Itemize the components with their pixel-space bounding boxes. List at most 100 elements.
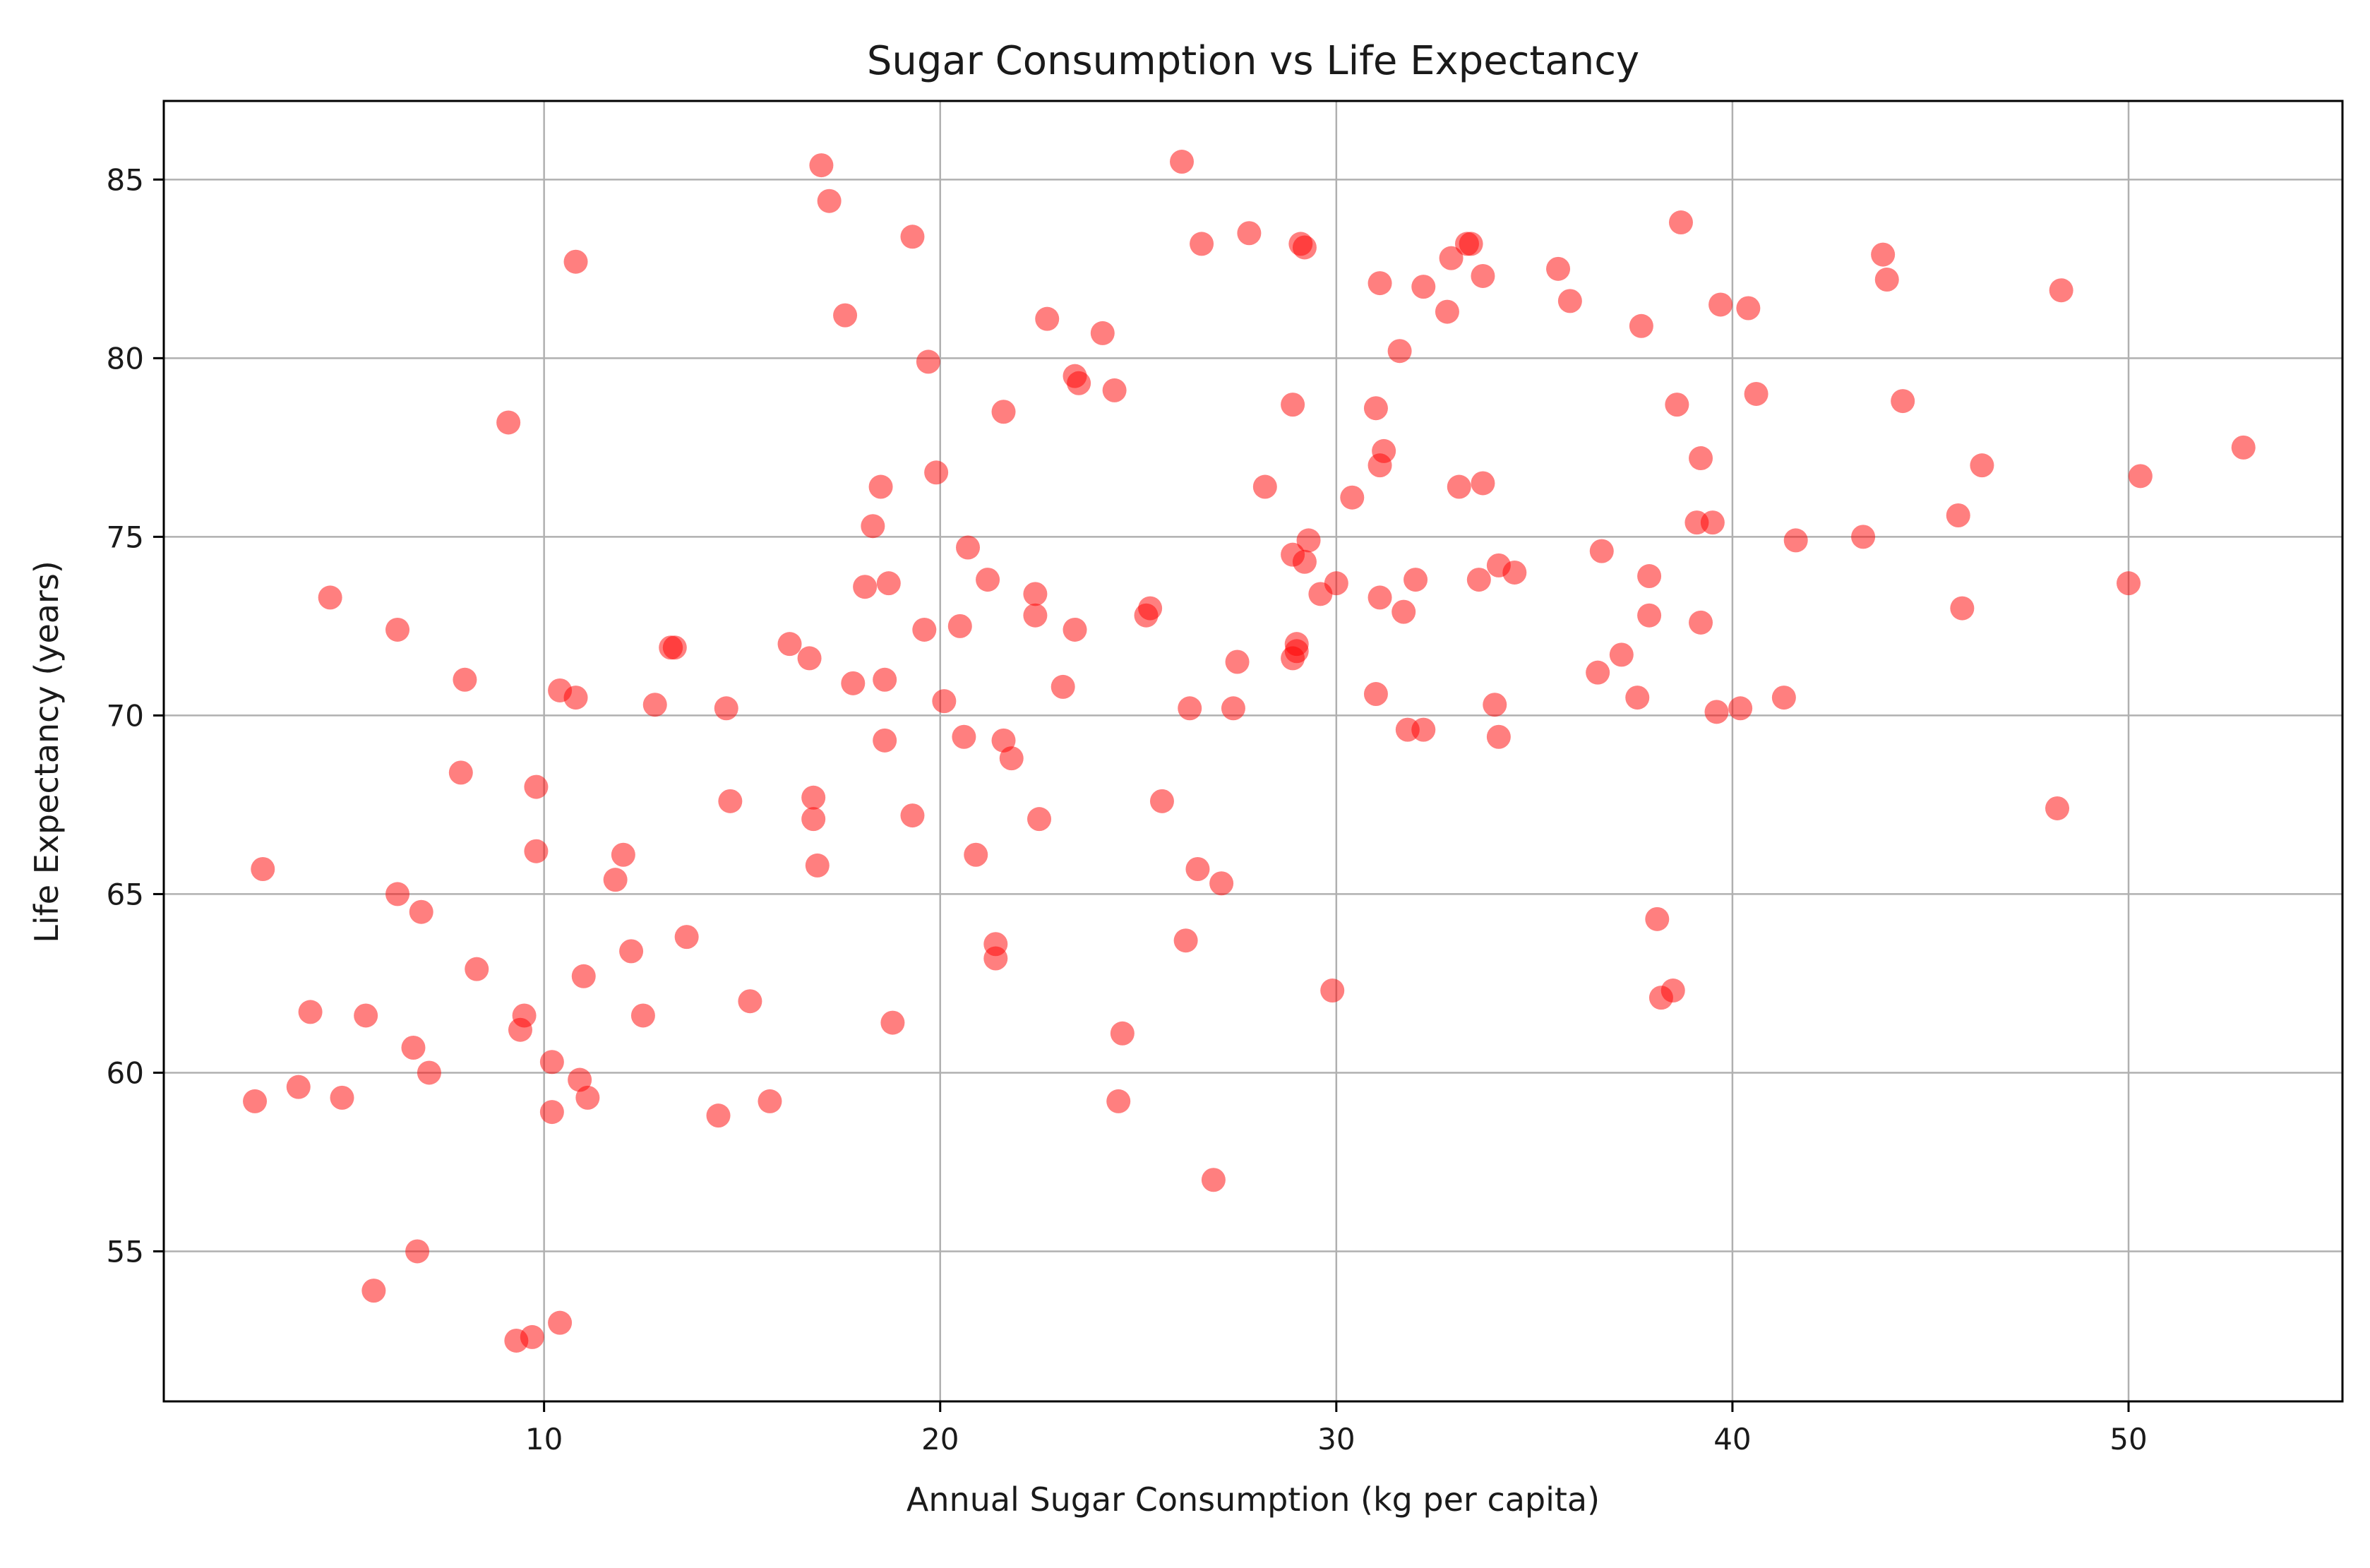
data-point (1871, 242, 1896, 267)
data-point (1435, 299, 1459, 324)
data-point (1051, 674, 1075, 699)
grid-lines (164, 101, 2342, 1401)
data-point (318, 585, 342, 610)
y-tick-label: 60 (107, 1055, 144, 1090)
data-point (1340, 485, 1365, 510)
data-point (2231, 435, 2256, 460)
data-point (409, 899, 433, 924)
y-tick-label: 55 (107, 1234, 144, 1269)
data-point (1201, 1168, 1226, 1192)
data-point (1736, 296, 1761, 321)
data-point (1367, 271, 1392, 296)
data-point (868, 474, 893, 499)
data-point (1589, 539, 1614, 563)
data-point (1708, 292, 1733, 317)
data-point (1483, 693, 1507, 717)
x-tick-label: 30 (1317, 1422, 1355, 1456)
data-point (1363, 396, 1388, 421)
data-point (1178, 696, 1202, 721)
data-point (539, 1100, 564, 1125)
data-point (1637, 564, 1662, 589)
data-point (706, 1103, 731, 1128)
data-point (1689, 610, 1713, 635)
data-point (1970, 453, 1994, 478)
data-point (718, 789, 743, 813)
data-point (401, 1036, 426, 1060)
data-point (453, 667, 477, 692)
data-point (1637, 603, 1662, 628)
data-point (1609, 642, 1634, 667)
data-point (1296, 528, 1321, 553)
data-point (1392, 599, 1416, 624)
data-point (817, 188, 842, 213)
data-point (662, 635, 687, 660)
data-point (809, 153, 834, 178)
x-tick-label: 20 (921, 1422, 959, 1456)
data-point (1625, 686, 1650, 710)
data-point (1225, 650, 1250, 674)
data-point (1471, 263, 1495, 288)
data-point (524, 774, 549, 799)
data-point (1149, 789, 1174, 813)
data-point (1284, 639, 1309, 664)
data-point (603, 868, 628, 892)
data-point (1102, 378, 1127, 402)
data-point (932, 689, 957, 714)
data-point (1035, 306, 1060, 331)
data-point (801, 807, 826, 832)
data-point (801, 785, 826, 810)
data-point (1668, 210, 1693, 235)
data-point (1728, 696, 1753, 721)
data-point (1170, 150, 1195, 174)
data-point (1209, 871, 1234, 896)
data-point (1557, 289, 1582, 313)
data-point (861, 514, 885, 539)
data-point (1372, 438, 1396, 463)
data-point (1292, 549, 1317, 574)
data-point (674, 925, 699, 950)
data-point (1185, 856, 1210, 881)
data-point (496, 410, 521, 435)
data-point (1891, 389, 1915, 414)
data-point (1645, 906, 1670, 931)
chart-title: Sugar Consumption vs Life Expectancy (867, 38, 1639, 84)
data-point (900, 225, 925, 249)
data-point (1106, 1089, 1131, 1113)
data-point (1067, 371, 1091, 395)
data-point (563, 686, 588, 710)
data-point (361, 1279, 386, 1303)
data-point (571, 964, 596, 988)
data-point (330, 1085, 354, 1110)
data-point (1023, 582, 1048, 606)
data-point (983, 946, 1008, 971)
data-point (1221, 696, 1245, 721)
data-point (964, 842, 988, 867)
y-tick-label: 65 (107, 877, 144, 911)
x-tick-label: 50 (2109, 1422, 2147, 1456)
data-point (385, 617, 410, 642)
data-point (1447, 474, 1471, 499)
data-point (876, 571, 901, 596)
data-point (1439, 246, 1464, 270)
data-point (448, 760, 473, 785)
data-point (1700, 510, 1725, 535)
data-point (1689, 446, 1713, 471)
data-point (1660, 978, 1685, 1003)
data-point (758, 1089, 782, 1113)
data-point (900, 803, 925, 828)
data-point (575, 1085, 600, 1110)
data-point (841, 671, 866, 695)
data-point (2128, 464, 2153, 489)
data-point (1252, 474, 1277, 499)
data-point (1023, 603, 1048, 628)
y-tick-label: 80 (107, 341, 144, 376)
data-point (853, 575, 878, 599)
data-point (642, 693, 667, 717)
data-point (991, 400, 1016, 424)
data-point (1466, 568, 1491, 592)
data-point (298, 1000, 323, 1024)
data-point (805, 853, 830, 878)
x-axis-label: Annual Sugar Consumption (kg per capita) (906, 1480, 1600, 1519)
